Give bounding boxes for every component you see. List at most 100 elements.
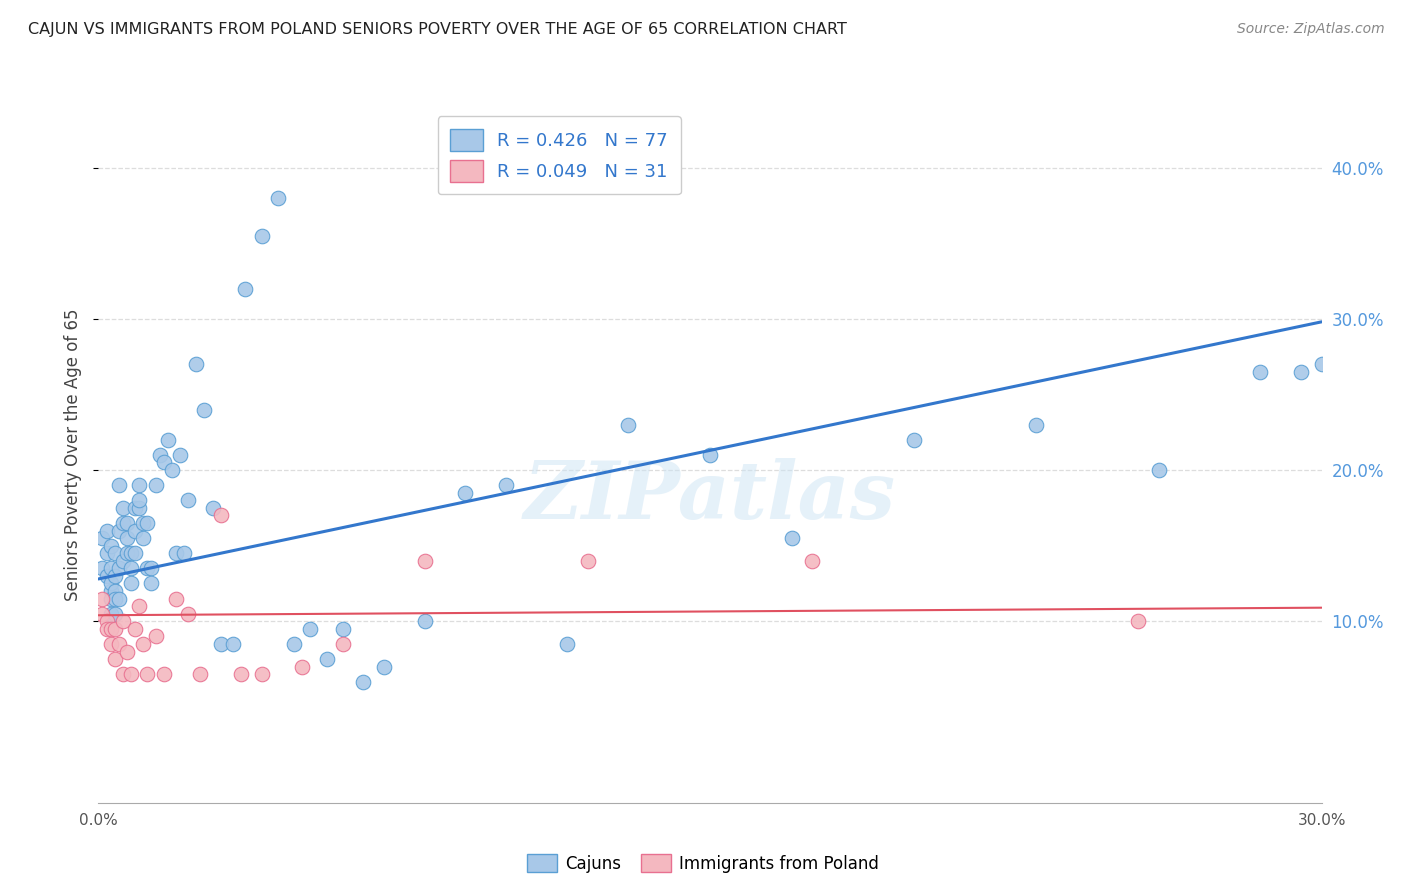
Point: [373, 659, 395, 673]
Point: [128, 599, 150, 614]
Point: [165, 546, 187, 560]
Point: [104, 607, 127, 621]
Point: [91, 561, 114, 575]
Point: [100, 539, 122, 553]
Point: [352, 674, 374, 689]
Legend: Cajuns, Immigrants from Poland: Cajuns, Immigrants from Poland: [520, 847, 886, 880]
Point: [177, 607, 200, 621]
Point: [91, 607, 114, 621]
Point: [222, 637, 245, 651]
Point: [108, 591, 131, 606]
Point: [132, 516, 155, 530]
Point: [250, 667, 273, 681]
Point: [108, 478, 131, 492]
Point: [332, 637, 354, 651]
Point: [115, 531, 138, 545]
Point: [124, 546, 146, 560]
Point: [132, 637, 155, 651]
Point: [96, 546, 118, 560]
Point: [801, 554, 824, 568]
Point: [152, 667, 174, 681]
Point: [120, 667, 142, 681]
Point: [201, 500, 224, 515]
Point: [145, 629, 167, 643]
Point: [617, 417, 640, 432]
Point: [160, 463, 183, 477]
Point: [152, 455, 174, 469]
Point: [699, 448, 721, 462]
Point: [188, 667, 212, 681]
Point: [1291, 365, 1313, 379]
Point: [100, 622, 122, 636]
Point: [104, 622, 127, 636]
Point: [104, 591, 127, 606]
Point: [132, 531, 155, 545]
Point: [115, 546, 138, 560]
Point: [209, 637, 232, 651]
Point: [332, 622, 354, 636]
Point: [104, 546, 127, 560]
Point: [413, 615, 436, 629]
Point: [124, 622, 146, 636]
Point: [100, 607, 122, 621]
Point: [108, 561, 131, 575]
Point: [193, 402, 215, 417]
Point: [108, 524, 131, 538]
Point: [1025, 417, 1047, 432]
Point: [108, 637, 131, 651]
Point: [136, 561, 159, 575]
Point: [169, 448, 191, 462]
Point: [267, 191, 290, 205]
Point: [96, 615, 118, 629]
Point: [124, 524, 146, 538]
Point: [111, 516, 134, 530]
Point: [231, 667, 253, 681]
Point: [104, 652, 127, 666]
Point: [1147, 463, 1170, 477]
Point: [128, 478, 150, 492]
Text: ZIPatlas: ZIPatlas: [524, 458, 896, 535]
Point: [111, 667, 134, 681]
Point: [177, 493, 200, 508]
Point: [1128, 615, 1150, 629]
Point: [100, 584, 122, 599]
Point: [165, 591, 187, 606]
Point: [91, 591, 114, 606]
Point: [145, 478, 167, 492]
Point: [120, 576, 142, 591]
Point: [903, 433, 925, 447]
Point: [111, 500, 134, 515]
Point: [128, 500, 150, 515]
Point: [299, 622, 322, 636]
Point: [141, 561, 163, 575]
Point: [136, 516, 159, 530]
Point: [250, 228, 273, 243]
Point: [120, 561, 142, 575]
Point: [291, 659, 314, 673]
Point: [186, 357, 208, 371]
Point: [120, 546, 142, 560]
Text: CAJUN VS IMMIGRANTS FROM POLAND SENIORS POVERTY OVER THE AGE OF 65 CORRELATION C: CAJUN VS IMMIGRANTS FROM POLAND SENIORS …: [28, 22, 846, 37]
Point: [100, 591, 122, 606]
Point: [115, 516, 138, 530]
Point: [233, 281, 256, 295]
Y-axis label: Seniors Poverty Over the Age of 65: Seniors Poverty Over the Age of 65: [65, 309, 83, 601]
Point: [1310, 357, 1333, 371]
Point: [136, 667, 159, 681]
Point: [104, 569, 127, 583]
Point: [1249, 365, 1271, 379]
Point: [141, 576, 163, 591]
Point: [128, 493, 150, 508]
Point: [100, 561, 122, 575]
Point: [454, 485, 477, 500]
Point: [124, 500, 146, 515]
Point: [96, 569, 118, 583]
Point: [100, 637, 122, 651]
Legend: R = 0.426   N = 77, R = 0.049   N = 31: R = 0.426 N = 77, R = 0.049 N = 31: [437, 116, 681, 194]
Point: [91, 531, 114, 545]
Point: [173, 546, 195, 560]
Point: [156, 433, 179, 447]
Point: [283, 637, 305, 651]
Point: [111, 615, 134, 629]
Point: [557, 637, 579, 651]
